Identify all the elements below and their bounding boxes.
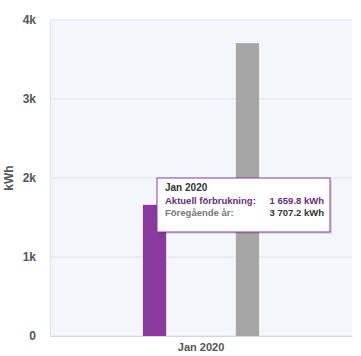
grid	[50, 20, 352, 336]
tick-label: 4k	[23, 13, 37, 27]
plot-background	[50, 20, 352, 336]
tooltip: Jan 2020 Aktuell förbrukning: 1 659.8 kWh F…	[157, 178, 332, 234]
tooltip-value: 3 707.2 kWh	[270, 207, 325, 218]
tick: 0	[29, 329, 50, 343]
grid-line	[50, 257, 352, 258]
tick-label: 0	[29, 329, 36, 343]
chart: 0 1k 2k 3k 4k Jan 2020 kWh Jan 2020 Aktuell förb…	[0, 0, 361, 356]
grid-line	[50, 99, 352, 100]
tooltip-separator: :	[253, 195, 256, 206]
tick: 1k	[23, 250, 50, 264]
tooltip-separator: :	[230, 207, 233, 218]
y-axis: 0 1k 2k 3k 4k	[23, 13, 51, 343]
tick-label: 3k	[23, 92, 37, 106]
tick: 3k	[23, 92, 50, 106]
tooltip-row: Aktuell förbrukning:	[165, 195, 256, 206]
tick-label: Jan 2020	[178, 341, 224, 353]
tick: 2k	[23, 171, 50, 185]
axis-line	[51, 336, 353, 337]
tooltip-value: 1 659.8 kWh	[270, 195, 325, 206]
axis-line	[50, 21, 51, 337]
tick: 4k	[23, 13, 50, 27]
tooltip-row: Föregående år:	[165, 207, 234, 218]
x-axis: Jan 2020	[51, 336, 353, 353]
tick: Jan 2020	[178, 336, 224, 353]
grid-line	[50, 20, 352, 21]
tick-label: 2k	[23, 171, 37, 185]
axis-title: kWh	[2, 165, 16, 190]
tooltip-title: Jan 2020	[165, 182, 208, 193]
tooltip-box	[157, 178, 330, 232]
tick-label: 1k	[23, 250, 37, 264]
tooltip-series-name: Föregående år	[165, 207, 231, 218]
grid-line	[50, 336, 352, 337]
tooltip-series-name: Aktuell förbrukning	[165, 195, 253, 206]
